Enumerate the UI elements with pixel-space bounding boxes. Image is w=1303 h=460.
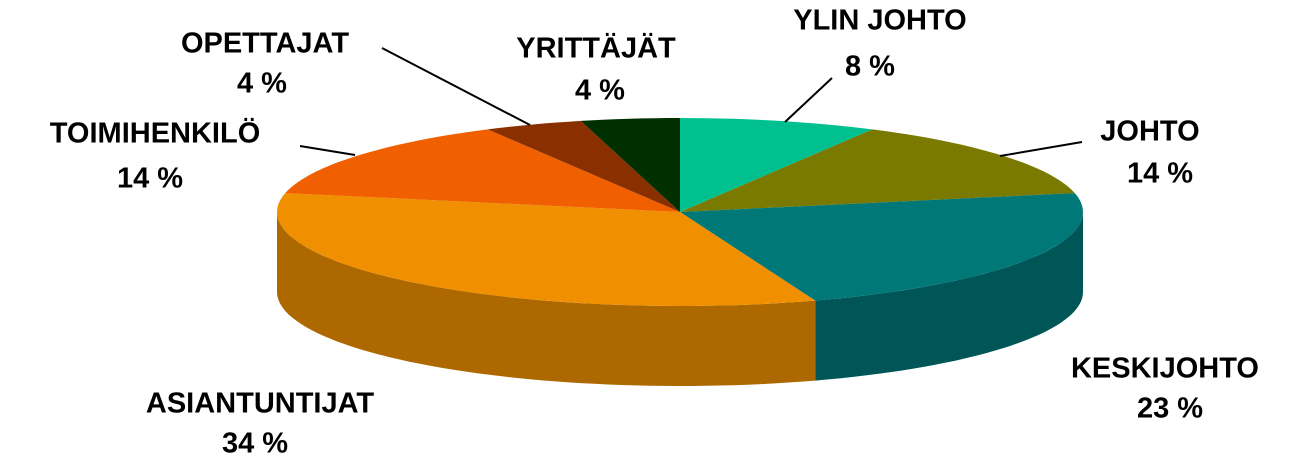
value-label: 14 % bbox=[1127, 158, 1193, 190]
slice-label: TOIMIHENKILÖ bbox=[50, 117, 261, 150]
slice-side bbox=[277, 212, 816, 386]
leader-line bbox=[999, 141, 1083, 157]
slice bbox=[680, 118, 873, 212]
value-label: 4 % bbox=[237, 68, 287, 100]
slice-label: YRITTÄJÄT bbox=[516, 32, 676, 65]
slice bbox=[680, 193, 1083, 301]
value-label: 8 % bbox=[845, 51, 895, 83]
slice-label: JOHTO bbox=[1100, 116, 1199, 148]
slice-label: OPETTAJAT bbox=[181, 28, 349, 60]
slice bbox=[487, 120, 680, 212]
slice-label: KESKIJOHTO bbox=[1071, 353, 1259, 385]
leader-line bbox=[381, 47, 531, 126]
leader-line bbox=[784, 77, 833, 123]
slice bbox=[680, 129, 1075, 212]
slice bbox=[277, 193, 816, 306]
value-label: 23 % bbox=[1137, 393, 1203, 425]
slice-label: ASIANTUNTIJAT bbox=[146, 388, 375, 420]
slice bbox=[285, 129, 680, 212]
value-label: 34 % bbox=[222, 428, 288, 460]
value-label: 14 % bbox=[117, 163, 183, 195]
leader-line bbox=[299, 145, 356, 156]
slice-side bbox=[815, 212, 1083, 381]
slice-label: YLIN JOHTO bbox=[793, 5, 967, 37]
slice bbox=[580, 118, 680, 212]
value-label: 4 % bbox=[575, 75, 625, 107]
